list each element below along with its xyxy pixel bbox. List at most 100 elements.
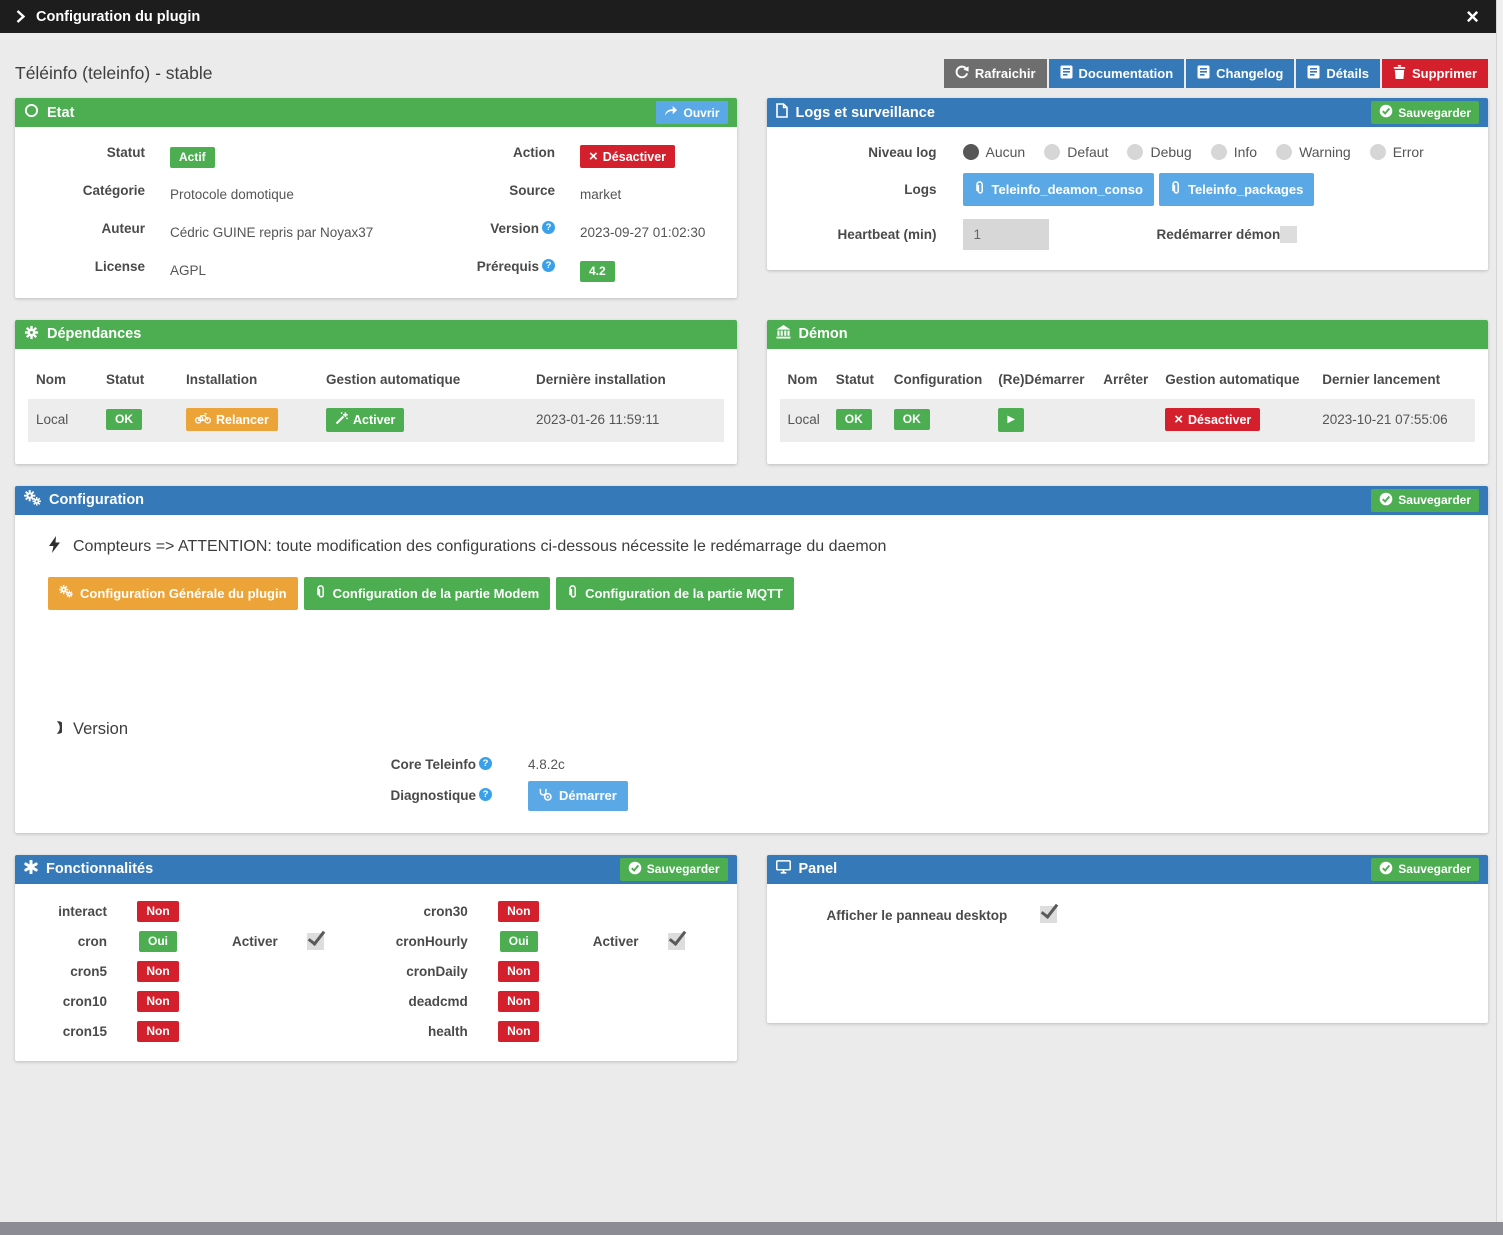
details-button[interactable]: Détails: [1296, 58, 1380, 88]
source-value: market: [580, 186, 622, 202]
open-button[interactable]: Ouvrir: [656, 101, 728, 124]
cron-activer-checkbox[interactable]: [306, 932, 324, 950]
radio-log-level-error[interactable]: Error: [1369, 144, 1424, 160]
moon-icon: [48, 720, 65, 740]
save-label: Sauvegarder: [1398, 493, 1471, 508]
trash-icon: [1393, 64, 1406, 82]
help-icon[interactable]: ?: [542, 258, 555, 272]
show-desktop-panel-checkbox[interactable]: [1040, 905, 1058, 923]
close-icon[interactable]: ×: [1466, 3, 1479, 29]
heartbeat-label: Heartbeat (min): [837, 227, 937, 242]
refresh-label: Rafraichir: [974, 65, 1036, 81]
log-file-button-deamon-conso[interactable]: Teleinfo_deamon_conso: [962, 173, 1154, 206]
logs-label: Logs: [904, 182, 937, 197]
radio-log-level-debug[interactable]: Debug: [1127, 144, 1192, 160]
feature-row: cron10 Non: [15, 990, 376, 1012]
cronhourly-activer-checkbox[interactable]: [667, 932, 685, 950]
refresh-icon: [955, 65, 969, 82]
show-desktop-panel-label: Afficher le panneau desktop: [826, 907, 1008, 923]
log-file-button-packages[interactable]: Teleinfo_packages: [1158, 173, 1315, 206]
config-generale-button[interactable]: Configuration Générale du plugin: [48, 576, 298, 610]
documentation-button[interactable]: Documentation: [1048, 58, 1185, 88]
version-label: Version?: [423, 218, 555, 236]
feature-badge: Non: [498, 1020, 540, 1042]
radio-log-level-defaut[interactable]: Defaut: [1044, 144, 1108, 160]
save-fonctionnalites-button[interactable]: Sauvegarder: [619, 857, 728, 881]
panel-title: Configuration: [49, 492, 145, 509]
activer-gestion-button[interactable]: Activer: [326, 407, 405, 432]
toolbar: Rafraichir Documentation Changelog Détai…: [943, 58, 1488, 88]
bank-icon: [776, 325, 791, 343]
help-icon[interactable]: ?: [479, 788, 492, 802]
configuration-warning: Compteurs => ATTENTION: toute modificati…: [73, 537, 887, 555]
disable-plugin-button[interactable]: × Désactiver: [580, 145, 676, 168]
feature-row: deadcmd Non: [376, 990, 737, 1012]
log-level-radios: Aucun Defaut Debug Info Warning Error: [962, 144, 1477, 160]
save-configuration-button[interactable]: Sauvegarder: [1371, 488, 1479, 512]
feature-row: interact Non: [15, 900, 376, 922]
col-header: Nom: [36, 371, 66, 387]
help-icon[interactable]: ?: [542, 220, 555, 234]
radio-log-level-info[interactable]: Info: [1210, 144, 1257, 160]
heartbeat-input[interactable]: [962, 219, 1049, 250]
lightning-icon: [48, 535, 61, 558]
save-logs-button[interactable]: Sauvegarder: [1371, 101, 1479, 124]
restart-daemon-checkbox[interactable]: [1280, 226, 1298, 243]
config-modem-button[interactable]: Configuration de la partie Modem: [303, 576, 551, 610]
dep-last-install: 2023-01-26 11:59:11: [536, 412, 660, 428]
col-header: Dernier lancement: [1322, 371, 1441, 387]
fonctionnalites-panel: Fonctionnalités Sauvegarder interact Non…: [15, 854, 737, 1061]
core-teleinfo-label: Core Teleinfo?: [48, 756, 492, 772]
feature-badge: Non: [498, 900, 540, 922]
panel-title: Fonctionnalités: [46, 861, 154, 878]
dep-status-badge: OK: [106, 409, 142, 431]
config-mqtt-button[interactable]: Configuration de la partie MQTT: [556, 576, 795, 610]
help-icon[interactable]: ?: [479, 756, 492, 770]
check-circle-icon: [628, 861, 642, 878]
col-header: Arrêter: [1103, 371, 1149, 387]
refresh-button[interactable]: Rafraichir: [943, 58, 1047, 88]
radio-log-level-warning[interactable]: Warning: [1276, 144, 1351, 160]
check-circle-icon: [1379, 492, 1393, 509]
paperclip-icon: [974, 181, 985, 198]
chevron-right-icon: [16, 10, 25, 23]
radio-dot: [1127, 144, 1144, 160]
feature-row: cronHourly Oui Activer: [376, 930, 737, 952]
core-teleinfo-value: 4.8.2c: [528, 756, 565, 772]
statut-label: Statut: [106, 145, 145, 160]
feature-badge: Non: [137, 1020, 179, 1042]
radio-dot: [1044, 144, 1061, 160]
feature-row: cron15 Non: [15, 1020, 376, 1042]
demon-last-launch: 2023-10-21 07:55:06: [1322, 412, 1448, 428]
check-circle-icon: [1379, 861, 1393, 878]
feature-badge: Non: [137, 960, 179, 982]
asterisk-icon: [24, 859, 38, 878]
save-panel-button[interactable]: Sauvegarder: [1371, 857, 1479, 881]
scrollbar-track[interactable]: [1496, 0, 1503, 1222]
changelog-button[interactable]: Changelog: [1186, 58, 1295, 88]
prerequis-badge: 4.2: [580, 260, 615, 282]
panel-title: Logs et surveillance: [795, 104, 935, 121]
panel-title: Panel: [798, 861, 838, 878]
restart-daemon-play-button[interactable]: ▶: [998, 407, 1025, 432]
delete-button[interactable]: Supprimer: [1381, 58, 1488, 88]
radio-log-level-aucun[interactable]: Aucun: [962, 144, 1025, 160]
col-header: Installation: [186, 371, 258, 387]
diagnostique-demarrer-button[interactable]: Démarrer: [528, 780, 628, 811]
feature-row: health Non: [376, 1020, 737, 1042]
save-label: Sauvegarder: [1398, 862, 1471, 877]
logs-panel: Logs et surveillance Sauvegarder Niveau …: [766, 98, 1488, 270]
desktop-icon: [775, 860, 791, 878]
changelog-label: Changelog: [1216, 65, 1284, 81]
desactiver-gestion-button[interactable]: × Désactiver: [1165, 408, 1261, 432]
action-label: Action: [513, 145, 555, 160]
panel-title: Etat: [47, 104, 75, 121]
source-label: Source: [509, 182, 555, 198]
relancer-button[interactable]: Relancer: [186, 408, 278, 432]
bicycle-icon: [195, 412, 211, 427]
check-circle-icon: [1379, 104, 1393, 121]
wand-icon: [335, 411, 348, 428]
bottom-bar: [0, 1222, 1503, 1235]
page-title: Téléinfo (teleinfo) - stable: [15, 62, 213, 83]
prerequis-label: Prérequis?: [423, 256, 555, 274]
